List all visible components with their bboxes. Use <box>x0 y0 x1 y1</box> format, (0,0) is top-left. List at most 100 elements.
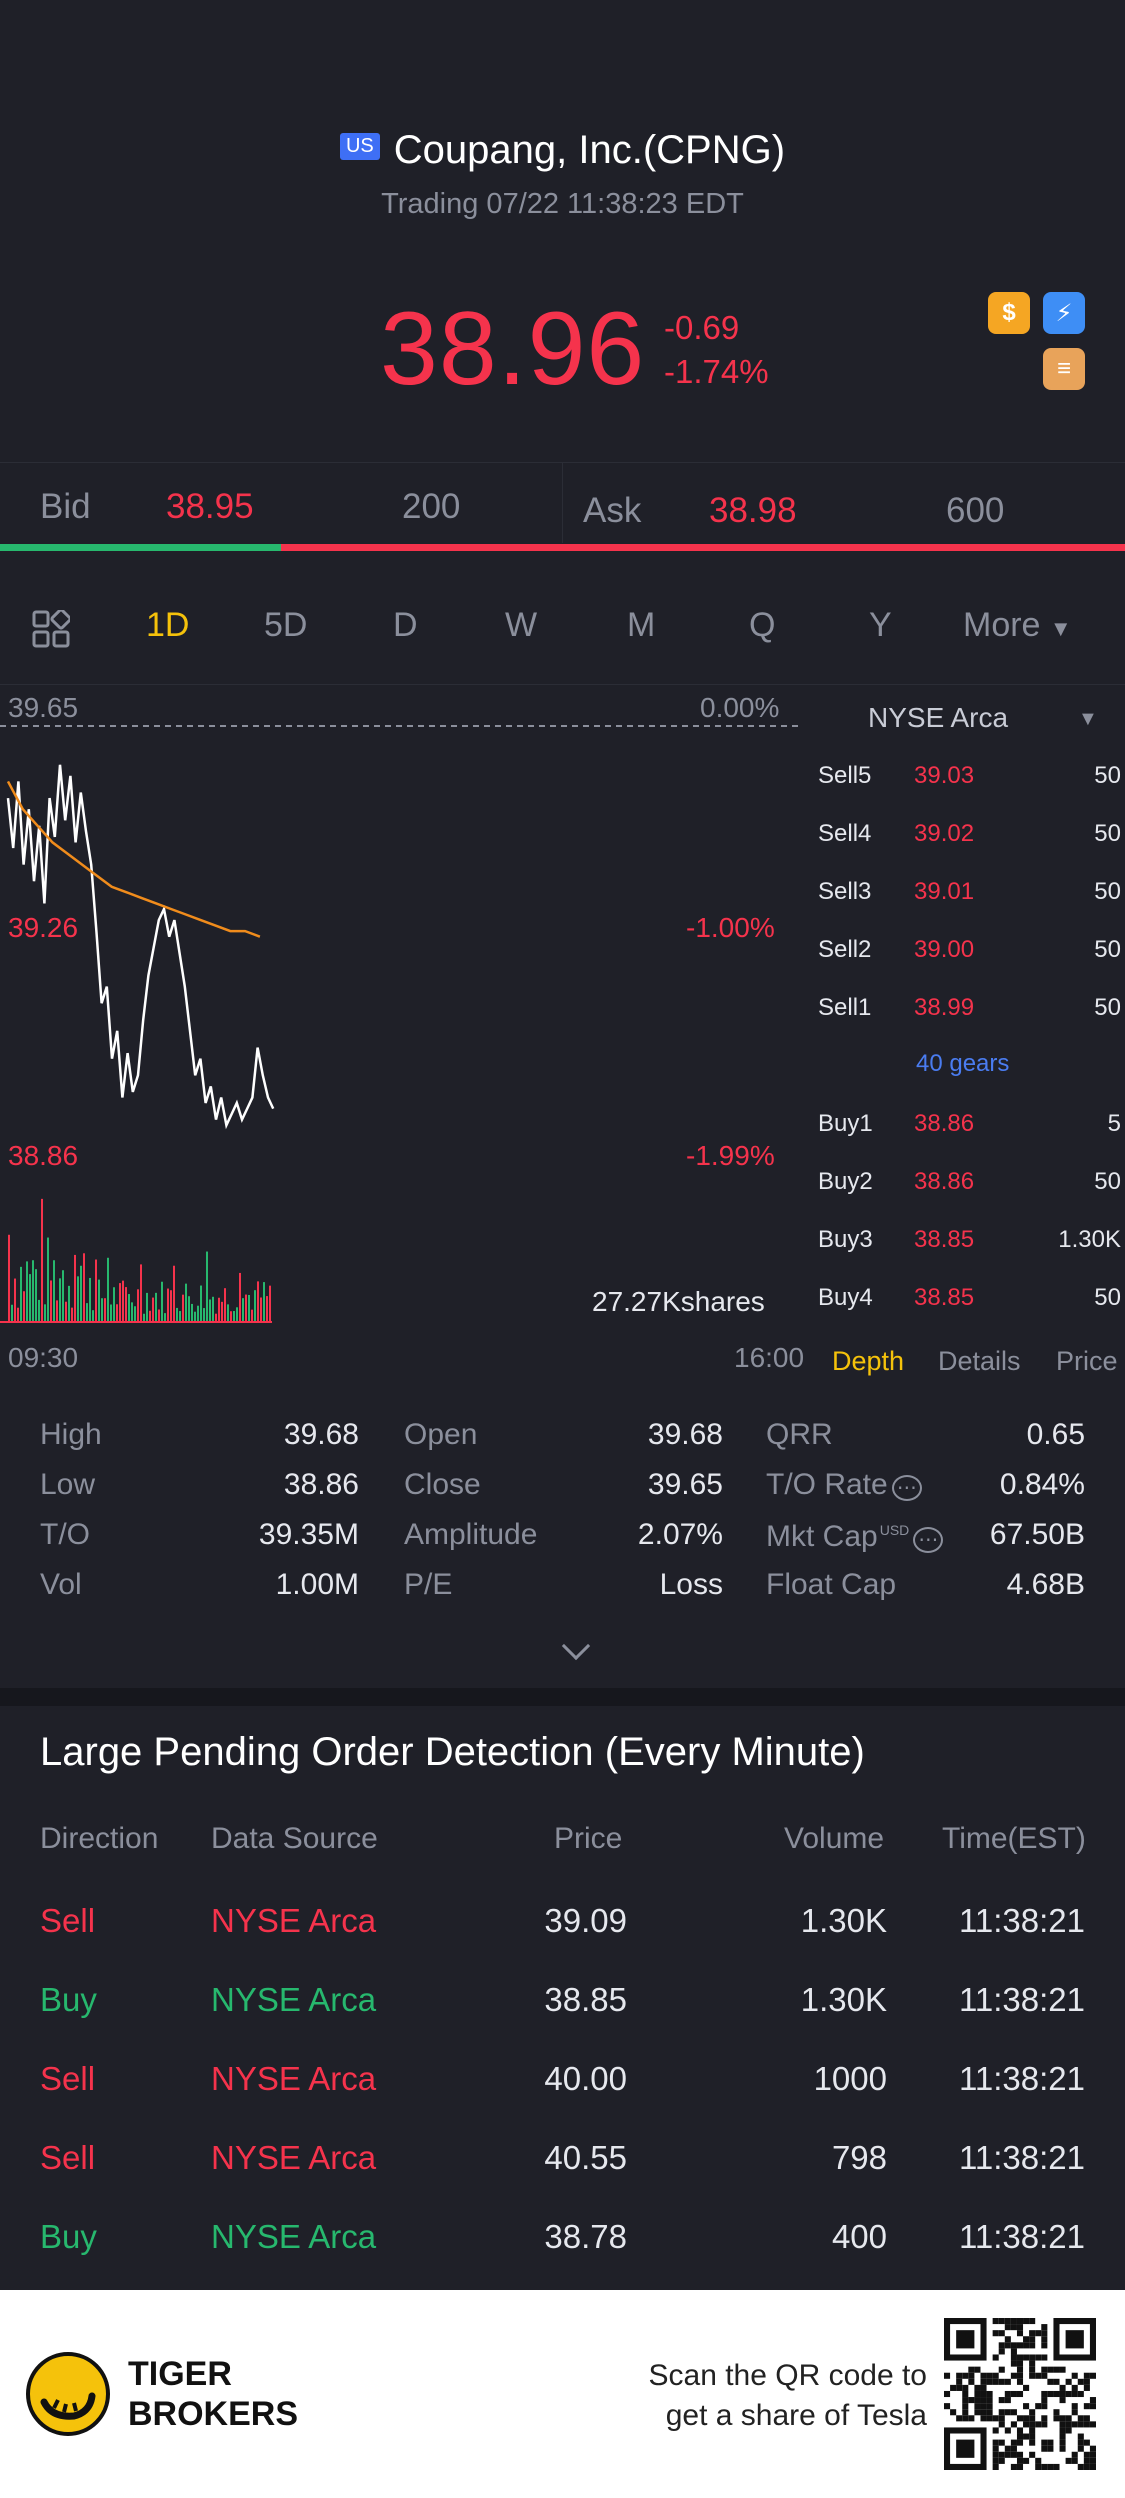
bid-price: 38.95 <box>166 487 254 526</box>
volume-bar <box>38 1299 40 1322</box>
order-source: NYSE Arca <box>211 2218 377 2255</box>
volume-bar <box>164 1313 166 1322</box>
volume-bar <box>248 1294 250 1322</box>
volume-bar <box>239 1272 241 1322</box>
order-direction: Sell <box>40 2060 96 2097</box>
chart-volume-label: 27.27Kshares <box>592 1286 765 1317</box>
scan-line2: get a share of Tesla <box>665 2399 927 2432</box>
exchange-select[interactable]: NYSE Arca <box>868 702 1008 734</box>
ask-row[interactable]: Sell5 39.03 50 <box>810 762 1125 802</box>
gears-link[interactable]: 40 gears <box>916 1050 1010 1077</box>
tab-m[interactable]: M <box>627 606 656 644</box>
order-price: 39.09 <box>544 1902 627 1939</box>
ask-size: 600 <box>946 491 1005 530</box>
bid-row[interactable]: Buy1 38.86 5 <box>810 1110 1125 1150</box>
volume-bar <box>137 1289 139 1322</box>
tab-depth[interactable]: Depth <box>832 1346 905 1376</box>
table-row[interactable]: Buy NYSE Arca 38.78 400 11:38:21 <box>0 2196 1125 2274</box>
col-price: Price <box>554 1822 623 1855</box>
stat-amplitude-label: Amplitude <box>404 1518 538 1551</box>
ask-level-label: Sell4 <box>818 820 872 847</box>
volume-bar <box>260 1297 262 1322</box>
tab-5d[interactable]: 5D <box>264 606 308 644</box>
volume-bar <box>194 1311 196 1322</box>
tab-q[interactable]: Q <box>749 606 776 644</box>
tab-d[interactable]: D <box>393 606 418 644</box>
ask-row[interactable]: Sell4 39.02 50 <box>810 820 1125 860</box>
tab-1d[interactable]: 1D <box>146 606 190 644</box>
ask-level-volume: 50 <box>1094 878 1121 905</box>
chart-end-time: 16:00 <box>734 1342 805 1373</box>
bid-ask-divider <box>562 463 563 543</box>
stat-qrr-label: QRR <box>766 1418 833 1451</box>
order-source: NYSE Arca <box>211 1902 377 1939</box>
volume-bar <box>77 1276 79 1322</box>
brand-line1: TIGER <box>128 2355 232 2393</box>
qr-code[interactable] <box>944 2318 1096 2470</box>
order-time: 11:38:21 <box>958 1902 1085 1939</box>
table-row[interactable]: Sell NYSE Arca 39.09 1.30K 11:38:21 <box>0 1880 1125 1958</box>
tab-w[interactable]: W <box>505 606 538 644</box>
volume-bar <box>209 1299 211 1322</box>
chart-low-label: 38.86 <box>8 1140 79 1171</box>
volume-bar <box>47 1237 49 1322</box>
ask-row[interactable]: Sell3 39.01 50 <box>810 878 1125 918</box>
info-icon[interactable]: ⋯ <box>913 1527 944 1553</box>
volume-bar <box>71 1307 73 1322</box>
order-time: 11:38:21 <box>958 2218 1085 2255</box>
table-row[interactable]: Sell NYSE Arca 40.00 1000 11:38:21 <box>0 2038 1125 2116</box>
bid-row[interactable]: Buy4 38.85 50 <box>810 1284 1125 1324</box>
chart-mid-pct: -1.00% <box>686 912 775 943</box>
col-data-source: Data Source <box>211 1822 378 1855</box>
bid-level-volume: 50 <box>1094 1168 1121 1195</box>
intraday-chart[interactable]: 39.65 0.00% 39.26 -1.00% 38.86 -1.99% 27… <box>0 690 810 1373</box>
ask-label: Ask <box>583 491 642 530</box>
volume-bar <box>206 1251 208 1322</box>
tab-price[interactable]: Price <box>1056 1346 1118 1376</box>
lightning-icon[interactable]: ⚡ <box>1043 292 1085 334</box>
volume-bar <box>65 1301 67 1322</box>
info-icon[interactable]: ⋯ <box>891 1475 922 1501</box>
order-direction: Buy <box>40 1981 97 2018</box>
stat-high-label: High <box>40 1418 102 1451</box>
table-row[interactable]: Buy NYSE Arca 38.85 1.30K 11:38:21 <box>0 1959 1125 2037</box>
volume-bar <box>200 1285 202 1322</box>
volume-bar <box>29 1274 31 1322</box>
volume-bar <box>257 1281 259 1322</box>
volume-bar <box>155 1292 157 1322</box>
ask-level-price: 39.01 <box>914 878 975 905</box>
period-tabs: 1D 5D D W M Q Y More ▼ <box>0 600 1125 660</box>
bid-level-volume: 50 <box>1094 1284 1121 1311</box>
bid-level-label: Buy4 <box>818 1284 873 1311</box>
grid-icon[interactable] <box>32 608 72 648</box>
promo-footer: TIGER BROKERS Scan the QR code to get a … <box>0 2290 1125 2498</box>
stock-name: Coupang, Inc.(CPNG) <box>393 128 786 172</box>
ask-row[interactable]: Sell1 38.99 50 <box>810 994 1125 1034</box>
bid-level-volume: 1.30K <box>1058 1226 1121 1253</box>
table-row[interactable]: Sell NYSE Arca 40.55 798 11:38:21 <box>0 2117 1125 2195</box>
order-source: NYSE Arca <box>211 1981 377 2018</box>
tab-more[interactable]: More ▼ <box>963 606 1072 645</box>
ask-level-volume: 50 <box>1094 820 1121 847</box>
tab-y[interactable]: Y <box>869 606 892 644</box>
ask-level-label: Sell1 <box>818 994 872 1021</box>
stock-title: US Coupang, Inc.(CPNG) <box>0 128 1125 173</box>
order-volume: 1000 <box>813 2060 887 2097</box>
layers-icon[interactable]: ≡ <box>1043 348 1085 390</box>
bid-row[interactable]: Buy3 38.85 1.30K <box>810 1226 1125 1266</box>
price-line <box>6 764 275 1130</box>
volume-bar <box>269 1285 271 1322</box>
tab-details[interactable]: Details <box>938 1346 1021 1376</box>
volume-bar <box>83 1253 85 1322</box>
volume-bar <box>56 1300 58 1322</box>
stat-torate-value: 0.84% <box>999 1468 1085 1501</box>
volume-bar <box>218 1297 220 1322</box>
ask-row[interactable]: Sell2 39.00 50 <box>810 936 1125 976</box>
volume-bar <box>23 1291 25 1322</box>
stat-vol-label: Vol <box>40 1568 82 1601</box>
bid-row[interactable]: Buy2 38.86 50 <box>810 1168 1125 1208</box>
volume-bar <box>122 1280 124 1322</box>
dollar-icon[interactable]: $ <box>988 292 1030 334</box>
volume-bar <box>26 1261 28 1322</box>
caret-down-icon[interactable]: ▼ <box>1078 708 1098 730</box>
